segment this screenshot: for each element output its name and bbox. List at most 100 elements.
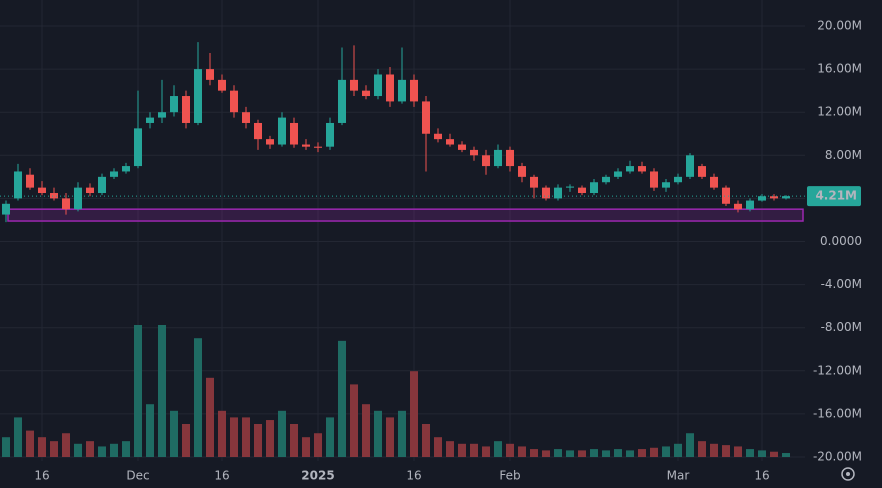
x-tick-label: 16 [34, 469, 49, 483]
volume-bar [770, 451, 778, 457]
last-price-box [807, 186, 861, 207]
candle-body [662, 182, 670, 188]
candle-body [146, 117, 154, 123]
candle-body [14, 171, 22, 199]
volume-bar [182, 424, 190, 457]
volume-bar [758, 450, 766, 457]
volume-bar [122, 441, 130, 457]
volume-bar [326, 417, 334, 457]
y-tick-label: 20.00M [817, 19, 862, 33]
candle-body [62, 198, 70, 210]
volume-bar [722, 445, 730, 457]
candle-body [98, 176, 106, 194]
candle-body [158, 112, 166, 118]
x-tick-label: 16 [754, 469, 769, 483]
volume-bar [386, 417, 394, 457]
settings-icon[interactable] [841, 467, 855, 481]
candle-body [50, 193, 58, 199]
candle-body [650, 171, 658, 188]
volume-bar [470, 443, 478, 457]
zone [7, 208, 804, 222]
volume-bar [662, 446, 670, 457]
volume-bar [446, 441, 454, 457]
gear-center[interactable] [846, 472, 850, 476]
candle-body [254, 122, 262, 140]
volume-bar [782, 453, 790, 457]
volume-bar [110, 443, 118, 457]
candle-body [242, 112, 250, 123]
volume-bar [482, 446, 490, 457]
volume-bar [134, 325, 142, 457]
y-tick-label: -12.00M [813, 363, 862, 377]
candle-body [266, 139, 274, 145]
volume-bar [698, 441, 706, 457]
volume-bar [290, 424, 298, 457]
volume-bar [626, 450, 634, 457]
candle-body [566, 186, 574, 188]
y-tick-label: 16.00M [817, 62, 862, 76]
candle-body [470, 149, 478, 156]
candle-body [506, 149, 514, 167]
candle-body [374, 74, 382, 97]
volume-bar [146, 404, 154, 457]
volume-bar [398, 410, 406, 457]
y-tick-label: 0.0000 [820, 234, 862, 248]
volume-bar [458, 443, 466, 457]
volume-bar [422, 424, 430, 457]
volume-bar [554, 449, 562, 457]
volume-bar [26, 430, 34, 457]
volume-bar [38, 437, 46, 457]
y-tick-label: -16.00M [813, 406, 862, 420]
last-price-label: 4.21M [815, 189, 857, 203]
volume-bar [74, 443, 82, 457]
volume-bar [638, 449, 646, 457]
volume-bar [614, 449, 622, 457]
candle-body [218, 79, 226, 91]
candle-body [38, 187, 46, 194]
candle-body [302, 144, 310, 147]
candle-body [398, 79, 406, 102]
volume-bar [266, 420, 274, 457]
candle-body [518, 166, 526, 177]
candle-body [230, 90, 238, 113]
volume-bar [158, 325, 166, 457]
volume-bar [170, 410, 178, 457]
candle-body [698, 166, 706, 177]
volume-bar [50, 441, 58, 457]
volume-bar [362, 404, 370, 457]
candle-body [482, 155, 490, 167]
volume-bar [218, 410, 226, 457]
x-tick-label: 16 [406, 469, 421, 483]
candle-body [626, 166, 634, 172]
volume-bar [590, 449, 598, 457]
volume-bar [506, 443, 514, 457]
candle-body [182, 96, 190, 123]
candle-body [770, 196, 778, 199]
candle-body [734, 203, 742, 210]
volume-bar [602, 450, 610, 457]
volume-bar [542, 450, 550, 457]
volume-bar [86, 441, 94, 457]
volume-bar [434, 437, 442, 457]
x-tick-label: 16 [214, 469, 229, 483]
candle-body [434, 133, 442, 140]
candle-body [638, 166, 646, 172]
candle-body [290, 122, 298, 145]
candle-body [614, 171, 622, 177]
candle-body [542, 187, 550, 199]
candle-body [86, 187, 94, 194]
volume-bar [578, 450, 586, 457]
gear[interactable] [841, 467, 855, 481]
volume-bar [62, 433, 70, 457]
candle-body [278, 117, 286, 145]
candle-body [134, 128, 142, 167]
volume-bar [746, 449, 754, 457]
x-tick-label: Mar [667, 469, 690, 483]
candle-body [446, 139, 454, 145]
volume-bar [254, 424, 262, 457]
candle-body [758, 196, 766, 201]
y-tick-label: -20.00M [813, 450, 862, 464]
candle-body [686, 155, 694, 177]
